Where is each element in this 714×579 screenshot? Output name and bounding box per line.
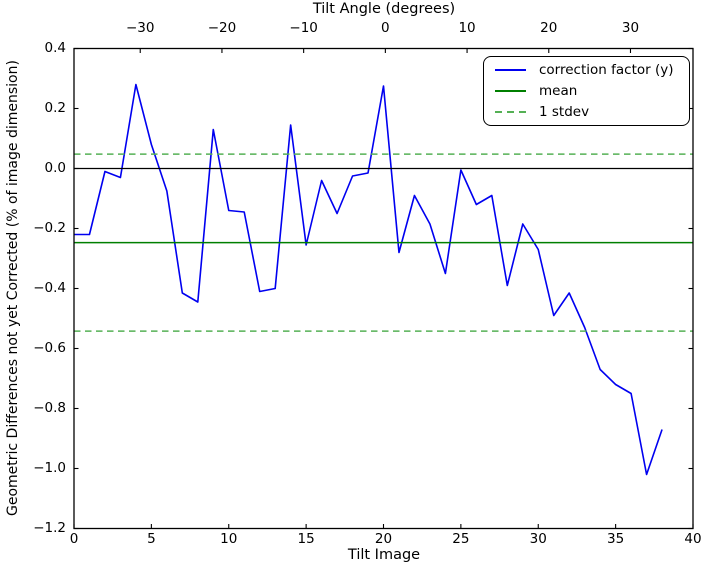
x-tick-label: 40 — [684, 531, 702, 547]
x-axis-title: Tilt Image — [347, 547, 421, 563]
x-tick-label: 15 — [297, 531, 315, 547]
x-tick-label: 5 — [147, 531, 156, 547]
legend-item-label: 1 stdev — [539, 104, 590, 120]
x-tick-label: 35 — [607, 531, 625, 547]
top-axis-title: Tilt Angle (degrees) — [312, 1, 456, 17]
x-tick-label: 0 — [69, 531, 79, 547]
top-tick-label: 10 — [458, 20, 476, 36]
legend-item-label: correction factor (y) — [539, 62, 674, 78]
x-tick-label: 25 — [452, 531, 470, 547]
y-tick-label: 0.4 — [44, 40, 66, 56]
legend-item-stdev: 1 stdev — [495, 102, 685, 122]
y-tick-label: −1.0 — [33, 460, 66, 476]
legend-item-label: mean — [539, 83, 578, 99]
x-tick-label: 30 — [529, 531, 547, 547]
y-tick-label: −0.8 — [33, 400, 66, 416]
top-tick-label: −10 — [289, 20, 318, 36]
y-tick-label: −0.6 — [33, 340, 66, 356]
y-tick-label: −0.2 — [33, 220, 66, 236]
y-tick-label: −1.2 — [33, 520, 66, 536]
green-dashed-sample-icon — [495, 111, 526, 113]
y-tick-label: 0.2 — [44, 100, 66, 116]
x-tick-label: 20 — [374, 531, 393, 547]
green-line-sample-icon — [495, 90, 526, 92]
y-tick-label: 0.0 — [44, 160, 66, 176]
top-tick-label: 20 — [540, 20, 558, 36]
legend-item-mean: mean — [495, 81, 685, 101]
correction-factor-line — [74, 83, 663, 476]
top-tick-label: 0 — [381, 20, 390, 36]
blue-line-sample-icon — [495, 69, 526, 71]
legend: correction factor (y) mean 1 stdev — [483, 56, 690, 126]
top-tick-label: 30 — [621, 20, 640, 36]
legend-item-correction-factor: correction factor (y) — [495, 60, 685, 80]
top-tick-label: −30 — [125, 20, 155, 36]
top-tick-label: −20 — [207, 20, 237, 36]
y-axis-title: Geometric Differences not yet Corrected … — [5, 60, 21, 517]
x-tick-label: 10 — [220, 531, 238, 547]
y-tick-label: −0.4 — [33, 280, 66, 296]
